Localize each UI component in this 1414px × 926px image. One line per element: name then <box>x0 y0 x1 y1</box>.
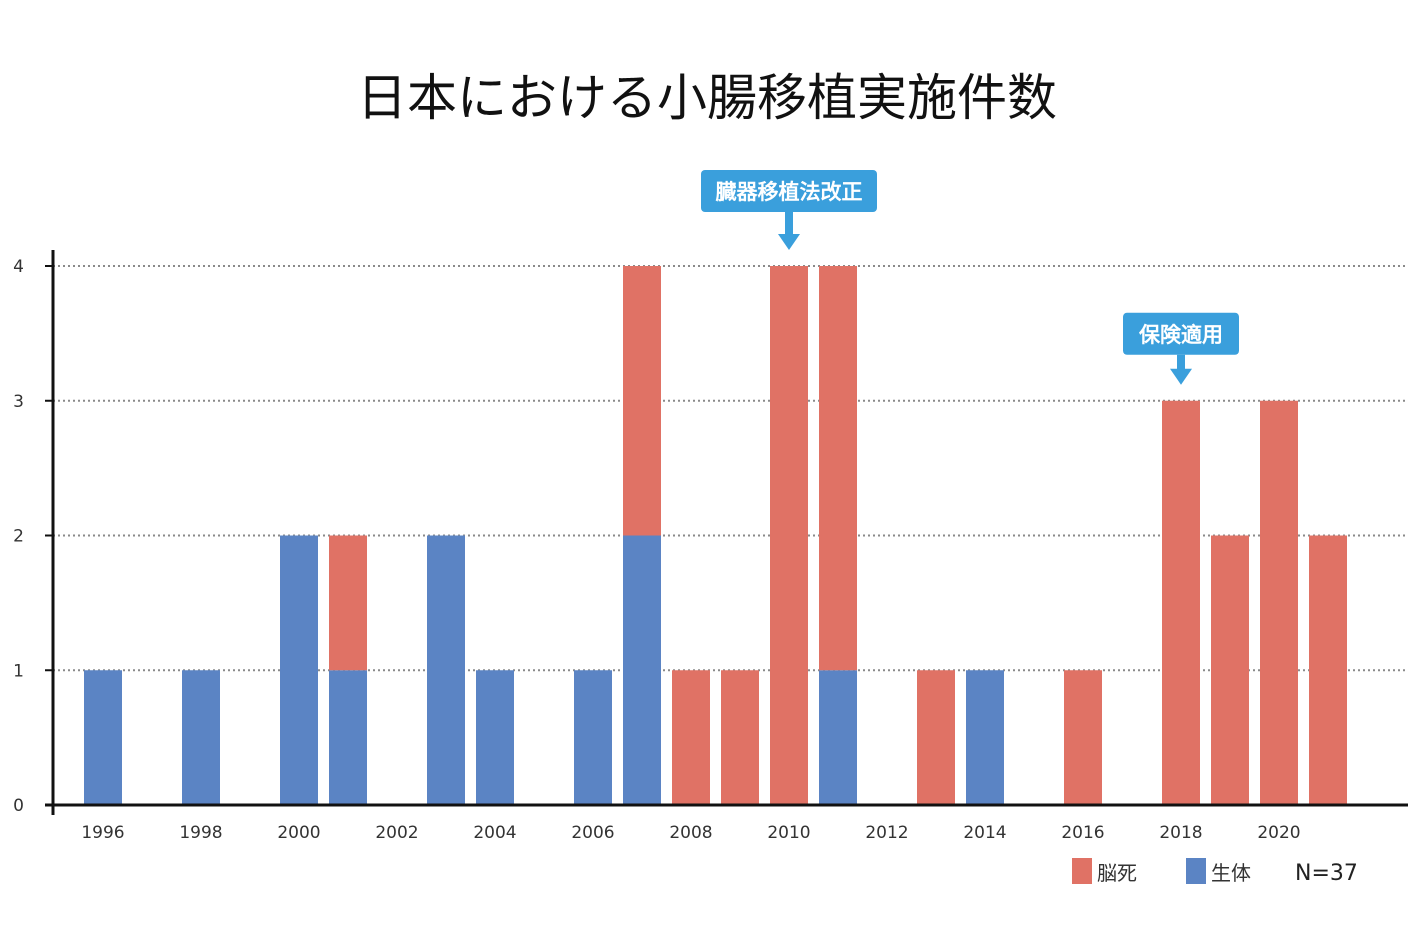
annotation-arrow-icon <box>778 234 800 250</box>
axes <box>45 250 1408 815</box>
y-tick-label: 3 <box>13 392 24 412</box>
bar-noushi-2013 <box>917 670 955 805</box>
chart-title: 日本における小腸移植実施件数 <box>357 69 1057 127</box>
y-tick-label: 4 <box>13 257 24 277</box>
legend-swatch <box>1186 858 1206 884</box>
bar-seikai-2014 <box>966 670 1004 805</box>
bar-noushi-2009 <box>721 670 759 805</box>
y-tick-label: 0 <box>13 796 24 816</box>
x-tick-label: 2006 <box>571 823 614 843</box>
x-tick-label: 2004 <box>473 823 516 843</box>
bar-seikai-2007 <box>623 535 661 805</box>
sample-size-note: N=37 <box>1295 861 1358 886</box>
annotation-box <box>1123 312 1239 355</box>
x-tick-label: 2012 <box>865 823 908 843</box>
legend-label: 脳死 <box>1097 861 1137 885</box>
annotation-arrow-shaft <box>1177 354 1185 371</box>
bar-noushi-2018 <box>1162 400 1200 805</box>
bar-seikai-2001 <box>329 670 367 805</box>
x-tick-label: 2010 <box>767 823 810 843</box>
y-tick-label: 2 <box>13 527 24 547</box>
x-tick-label: 2000 <box>277 823 320 843</box>
x-tick-label: 2014 <box>963 823 1006 843</box>
x-tick-label: 2016 <box>1061 823 1104 843</box>
bar-noushi-2001 <box>329 535 367 671</box>
bar-seikai-2004 <box>476 670 514 805</box>
annotation-callout: 保険適用 <box>1123 312 1239 385</box>
bar-noushi-2021 <box>1309 535 1347 805</box>
bar-seikai-2000 <box>280 535 318 805</box>
bar-noushi-2019 <box>1211 535 1249 805</box>
bar-noushi-2010 <box>770 266 808 805</box>
bar-noushi-2020 <box>1260 400 1298 805</box>
bar-seikai-1998 <box>182 670 220 805</box>
bar-noushi-2008 <box>672 670 710 805</box>
bar-seikai-2006 <box>574 670 612 805</box>
x-tick-label: 2008 <box>669 823 712 843</box>
x-tick-label: 1996 <box>81 823 124 843</box>
x-tick-label: 2020 <box>1257 823 1300 843</box>
bar-seikai-1996 <box>84 670 122 805</box>
bar-noushi-2016 <box>1064 670 1102 805</box>
x-tick-label: 2002 <box>375 823 418 843</box>
x-tick-label: 2018 <box>1159 823 1202 843</box>
bars <box>84 266 1347 805</box>
annotation-arrow-shaft <box>785 212 793 236</box>
legend: 脳死 生体 N=37 <box>1072 858 1358 886</box>
y-tick-label: 1 <box>13 661 24 681</box>
legend-label: 生体 <box>1211 861 1251 885</box>
annotation-arrow-icon <box>1170 368 1192 385</box>
legend-swatch <box>1072 858 1092 884</box>
annotation-box <box>701 170 877 212</box>
bar-seikai-2003 <box>427 535 465 805</box>
annotation-label: 保険適用 <box>1138 323 1223 347</box>
annotation-label: 臓器移植法改正 <box>716 180 863 204</box>
x-tick-label: 1998 <box>179 823 222 843</box>
bar-noushi-2007 <box>623 266 661 536</box>
tick-labels: 0 1 2 3 4 1996 1998 2000 2002 2004 2006 2008 2010 201… <box>13 257 1300 843</box>
bar-seikai-2011 <box>819 670 857 805</box>
annotation-callout: 臓器移植法改正 <box>701 170 877 250</box>
bar-noushi-2011 <box>819 266 857 671</box>
